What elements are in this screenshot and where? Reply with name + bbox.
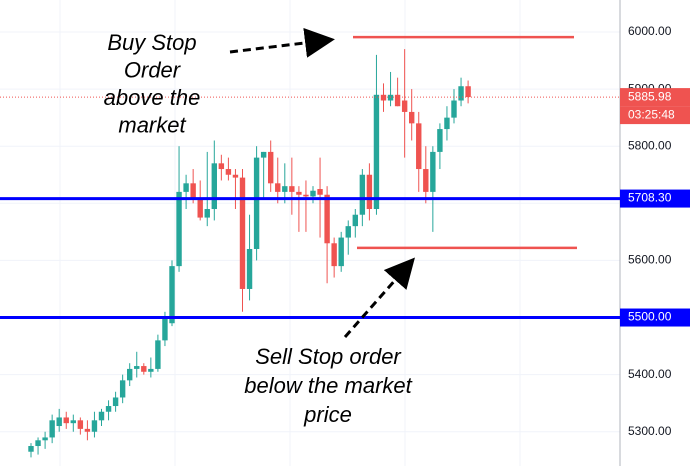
buy-annotation: Order <box>124 57 182 82</box>
candle-body <box>232 174 239 178</box>
candle-body <box>352 214 358 227</box>
candle-body <box>42 437 48 441</box>
candle-body <box>183 183 189 192</box>
candle-body <box>380 94 387 101</box>
sell-annotation: Sell Stop order <box>255 344 402 369</box>
candle-body <box>119 380 126 398</box>
candle-body <box>162 317 168 341</box>
candle-body <box>197 197 203 218</box>
candle-body <box>289 186 295 192</box>
price-label: 5885.98 <box>628 89 672 103</box>
level-label: 5500.00 <box>628 310 672 324</box>
candle-body <box>84 428 91 432</box>
buy-annotation: market <box>118 112 186 137</box>
candle-body <box>260 151 267 158</box>
candle-body <box>268 151 274 184</box>
candle-body <box>204 209 210 218</box>
candle-body <box>401 100 408 112</box>
candle-body <box>317 189 323 195</box>
candle-body <box>148 368 154 372</box>
candle-body <box>296 191 302 195</box>
countdown-box <box>620 106 690 125</box>
candle-body <box>218 163 225 170</box>
candle-body <box>77 420 84 429</box>
y-tick-label: 5300.00 <box>628 424 672 438</box>
candle-body <box>49 420 55 438</box>
candle-body <box>211 163 217 210</box>
y-tick-label: 6000.00 <box>628 24 672 38</box>
candle-body <box>134 366 140 369</box>
candle-body <box>324 194 330 244</box>
candle-body <box>331 243 337 267</box>
candle-body <box>303 194 309 197</box>
candle-body <box>70 420 76 424</box>
candle-body <box>275 183 281 192</box>
level-label-box <box>620 308 690 327</box>
candle-body <box>458 86 464 101</box>
candle-body <box>112 397 119 407</box>
candle-body <box>56 417 62 427</box>
candle-body <box>98 411 105 421</box>
candle-body <box>394 94 401 107</box>
candle-body <box>451 100 457 118</box>
candle-body <box>423 169 429 192</box>
candle-body <box>105 406 112 412</box>
candle-body <box>155 340 161 369</box>
candle-body <box>35 440 41 447</box>
candle-body <box>141 366 147 372</box>
candle-body <box>239 177 246 289</box>
candle-body <box>373 94 380 210</box>
candle-body <box>28 446 34 452</box>
price-label-box <box>620 88 690 107</box>
y-tick-label: 5800.00 <box>628 138 672 152</box>
countdown: 03:25:48 <box>628 107 675 121</box>
buy-arrow <box>229 27 335 58</box>
candle-body <box>190 183 196 198</box>
y-tick-label: 5400.00 <box>628 367 672 381</box>
candle-body <box>176 191 182 267</box>
candle-body <box>338 237 344 267</box>
sell-arrow <box>343 257 415 338</box>
candle-body <box>416 123 422 170</box>
candle-body <box>345 226 351 238</box>
buy-annotation: Buy Stop <box>107 30 196 55</box>
candle-body <box>63 417 69 424</box>
candle-body <box>253 157 260 249</box>
candle-body <box>444 117 450 130</box>
candle-body <box>359 174 366 215</box>
sell-annotation: below the market <box>244 373 412 398</box>
candle-body <box>409 111 415 124</box>
candle-body <box>91 420 98 432</box>
candle-body <box>169 266 175 324</box>
candle-body <box>430 151 436 192</box>
candle-body <box>282 186 288 192</box>
candle-body <box>127 368 133 381</box>
candle-body <box>465 86 471 98</box>
buy-annotation: above the <box>104 85 201 110</box>
candle-body <box>225 169 232 175</box>
candle-body <box>366 174 373 210</box>
level-label: 5708.30 <box>628 191 672 205</box>
candle-body <box>437 129 443 152</box>
sell-annotation: price <box>303 402 352 427</box>
candle-body <box>310 190 316 197</box>
y-tick-label: 5600.00 <box>628 253 672 267</box>
candle-body <box>387 94 394 101</box>
level-label-box <box>620 189 690 208</box>
candle-body <box>246 248 253 289</box>
